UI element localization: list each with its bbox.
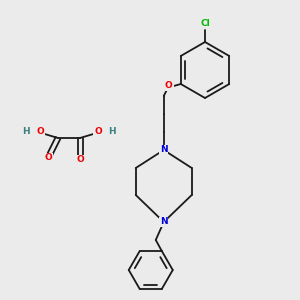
Text: Cl: Cl (200, 20, 210, 28)
Text: H: H (108, 128, 116, 136)
Text: N: N (160, 146, 168, 154)
Text: O: O (76, 155, 84, 164)
Text: N: N (160, 218, 168, 226)
Text: O: O (165, 82, 172, 91)
Text: O: O (36, 128, 44, 136)
Text: O: O (94, 128, 102, 136)
Text: H: H (22, 128, 30, 136)
Text: O: O (44, 154, 52, 163)
